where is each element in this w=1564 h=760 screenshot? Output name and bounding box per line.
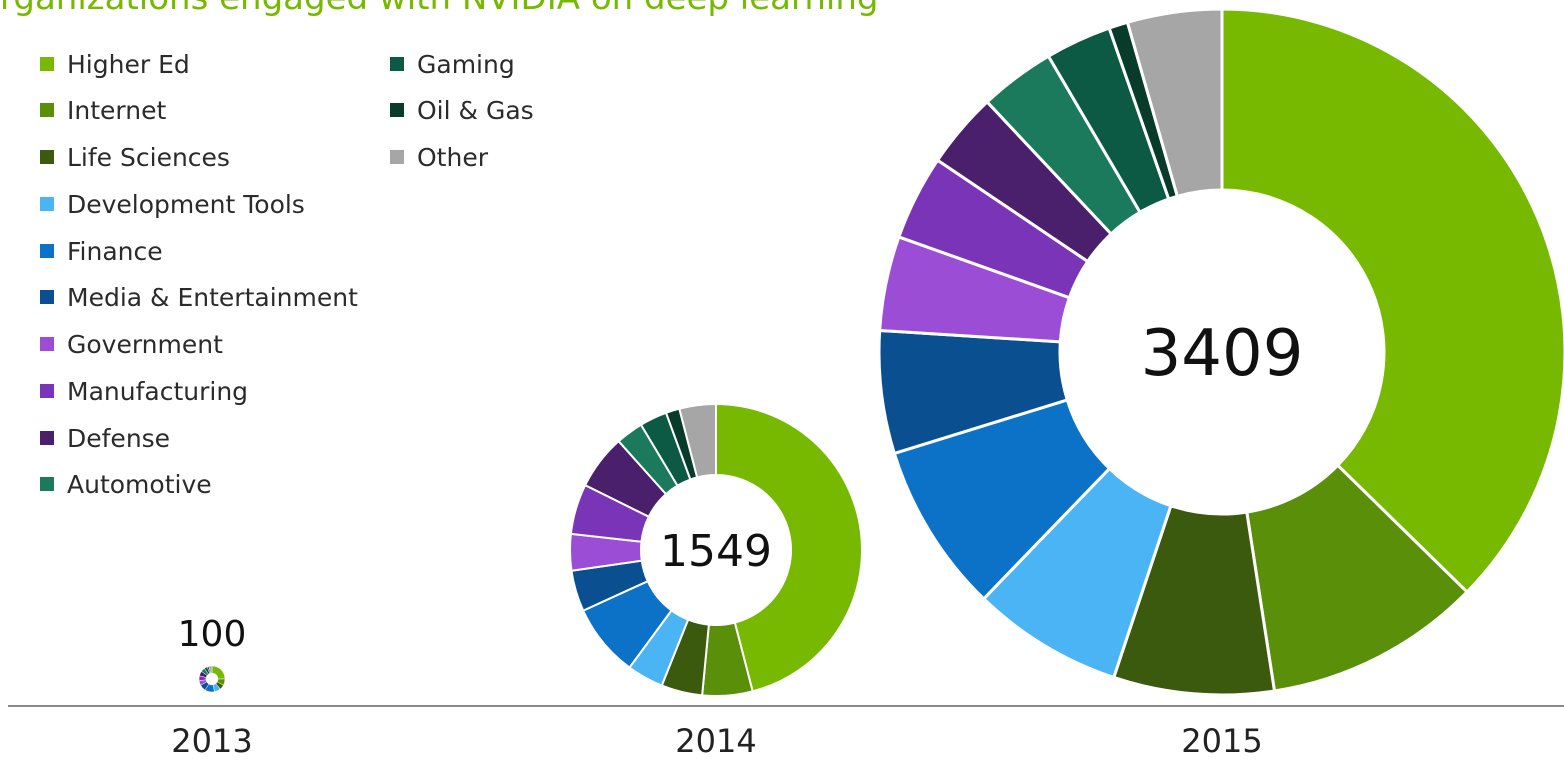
legend-item-gaming: Gaming	[390, 44, 515, 84]
legend-label: Finance	[67, 236, 163, 266]
legend-item-development-tools: Development Tools	[40, 184, 305, 224]
year-label-2013: 2013	[171, 722, 252, 760]
legend-label: Oil & Gas	[417, 95, 534, 125]
legend-swatch	[390, 103, 404, 117]
total-label-2015: 3409	[1141, 317, 1304, 391]
legend-label: Media & Entertainment	[67, 282, 358, 312]
legend-item-internet: Internet	[40, 90, 166, 130]
legend-item-other: Other	[390, 137, 488, 177]
legend-swatch	[40, 384, 54, 398]
legend-item-oil-gas: Oil & Gas	[390, 90, 534, 130]
year-label-2015: 2015	[1181, 722, 1262, 760]
legend-swatch	[40, 57, 54, 71]
donuts-group: 100 1549 3409	[178, 7, 1564, 697]
total-label-2014: 1549	[660, 526, 772, 577]
slice-2015-other	[1125, 7, 1224, 199]
legend-swatch	[40, 103, 54, 117]
legend-swatch	[40, 290, 54, 304]
legend-item-media-entertainment: Media & Entertainment	[40, 277, 358, 317]
legend-label: Gaming	[417, 49, 515, 79]
legend-item-finance: Finance	[40, 231, 163, 271]
total-label-2013: 100	[178, 614, 247, 655]
legend-label: Life Sciences	[67, 142, 230, 172]
legend-swatch	[390, 150, 404, 164]
year-label-2014: 2014	[675, 722, 756, 760]
slice-2014-higher-ed	[715, 402, 863, 693]
donut-2014: 1549	[569, 402, 863, 697]
legend-item-defense: Defense	[40, 418, 170, 458]
donut-2013: 100	[178, 614, 247, 693]
legend-label: Other	[417, 142, 488, 172]
legend-item-higher-ed: Higher Ed	[40, 44, 190, 84]
slice-2015-internet	[1245, 463, 1470, 693]
legend-label: Internet	[67, 95, 167, 125]
legend-swatch	[40, 477, 54, 491]
legend: Higher Ed Internet Life Sciences Develop…	[40, 44, 600, 514]
legend-label: Manufacturing	[67, 376, 249, 406]
legend-swatch	[40, 150, 54, 164]
slice-2015-higher-ed	[1220, 7, 1564, 595]
legend-swatch	[390, 57, 404, 71]
legend-item-manufacturing: Manufacturing	[40, 371, 248, 411]
legend-item-automotive: Automotive	[40, 464, 212, 504]
legend-item-government: Government	[40, 324, 223, 364]
chart-title: rganizations engaged with NVIDIA on deep…	[0, 0, 879, 18]
legend-label: Development Tools	[67, 189, 305, 219]
donut-2015: 3409	[877, 7, 1564, 697]
slice-2013-other	[208, 665, 213, 674]
legend-swatch	[40, 337, 54, 351]
legend-label: Higher Ed	[67, 49, 190, 79]
legend-label: Defense	[67, 423, 171, 453]
legend-label: Automotive	[67, 469, 212, 499]
slice-2014-other	[678, 402, 717, 479]
legend-item-life-sciences: Life Sciences	[40, 137, 230, 177]
legend-swatch	[40, 244, 54, 258]
legend-label: Government	[67, 329, 223, 359]
legend-swatch	[40, 431, 54, 445]
slice-2013-higher-ed	[211, 665, 226, 680]
legend-swatch	[40, 197, 54, 211]
